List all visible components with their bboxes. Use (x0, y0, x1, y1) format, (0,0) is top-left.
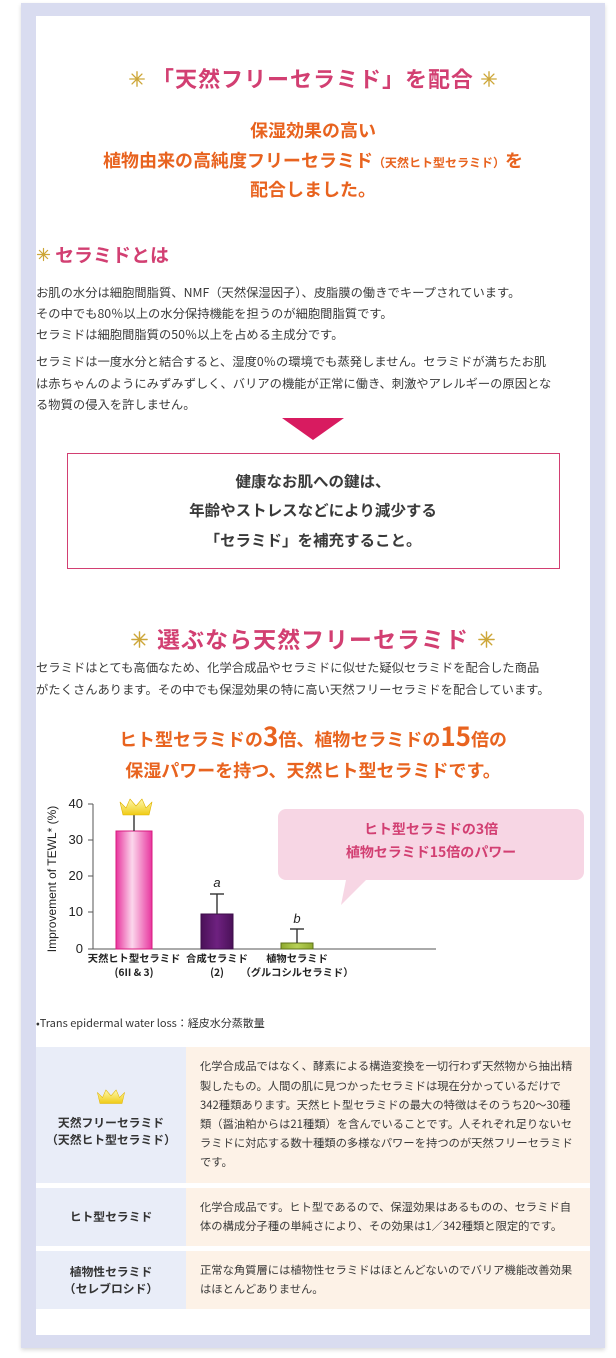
svg-text:b: b (293, 911, 300, 926)
svg-text:a: a (213, 875, 220, 890)
svg-text:40: 40 (69, 796, 83, 811)
svg-text:植物セラミド15倍のパワー: 植物セラミド15倍のパワー (346, 842, 517, 862)
svg-text:Improvement of TEWL* (%): Improvement of TEWL* (%) (45, 806, 59, 952)
svg-text:合成セラミド: 合成セラミド (186, 950, 248, 965)
svg-text:30: 30 (69, 832, 83, 847)
svg-text:（グルコシルセラミド）: （グルコシルセラミド） (240, 964, 353, 979)
svg-text:(2): (2) (210, 964, 224, 979)
svg-text:ヒト型セラミドの3倍: ヒト型セラミドの3倍 (364, 819, 498, 839)
svg-text:0: 0 (76, 941, 83, 956)
svg-text:(6II & 3): (6II & 3) (114, 964, 153, 979)
svg-text:20: 20 (69, 868, 83, 883)
svg-text:植物セラミド: 植物セラミド (266, 950, 328, 965)
svg-text:天然ヒト型セラミド: 天然ヒト型セラミド (88, 950, 181, 965)
svg-text:10: 10 (69, 904, 83, 919)
